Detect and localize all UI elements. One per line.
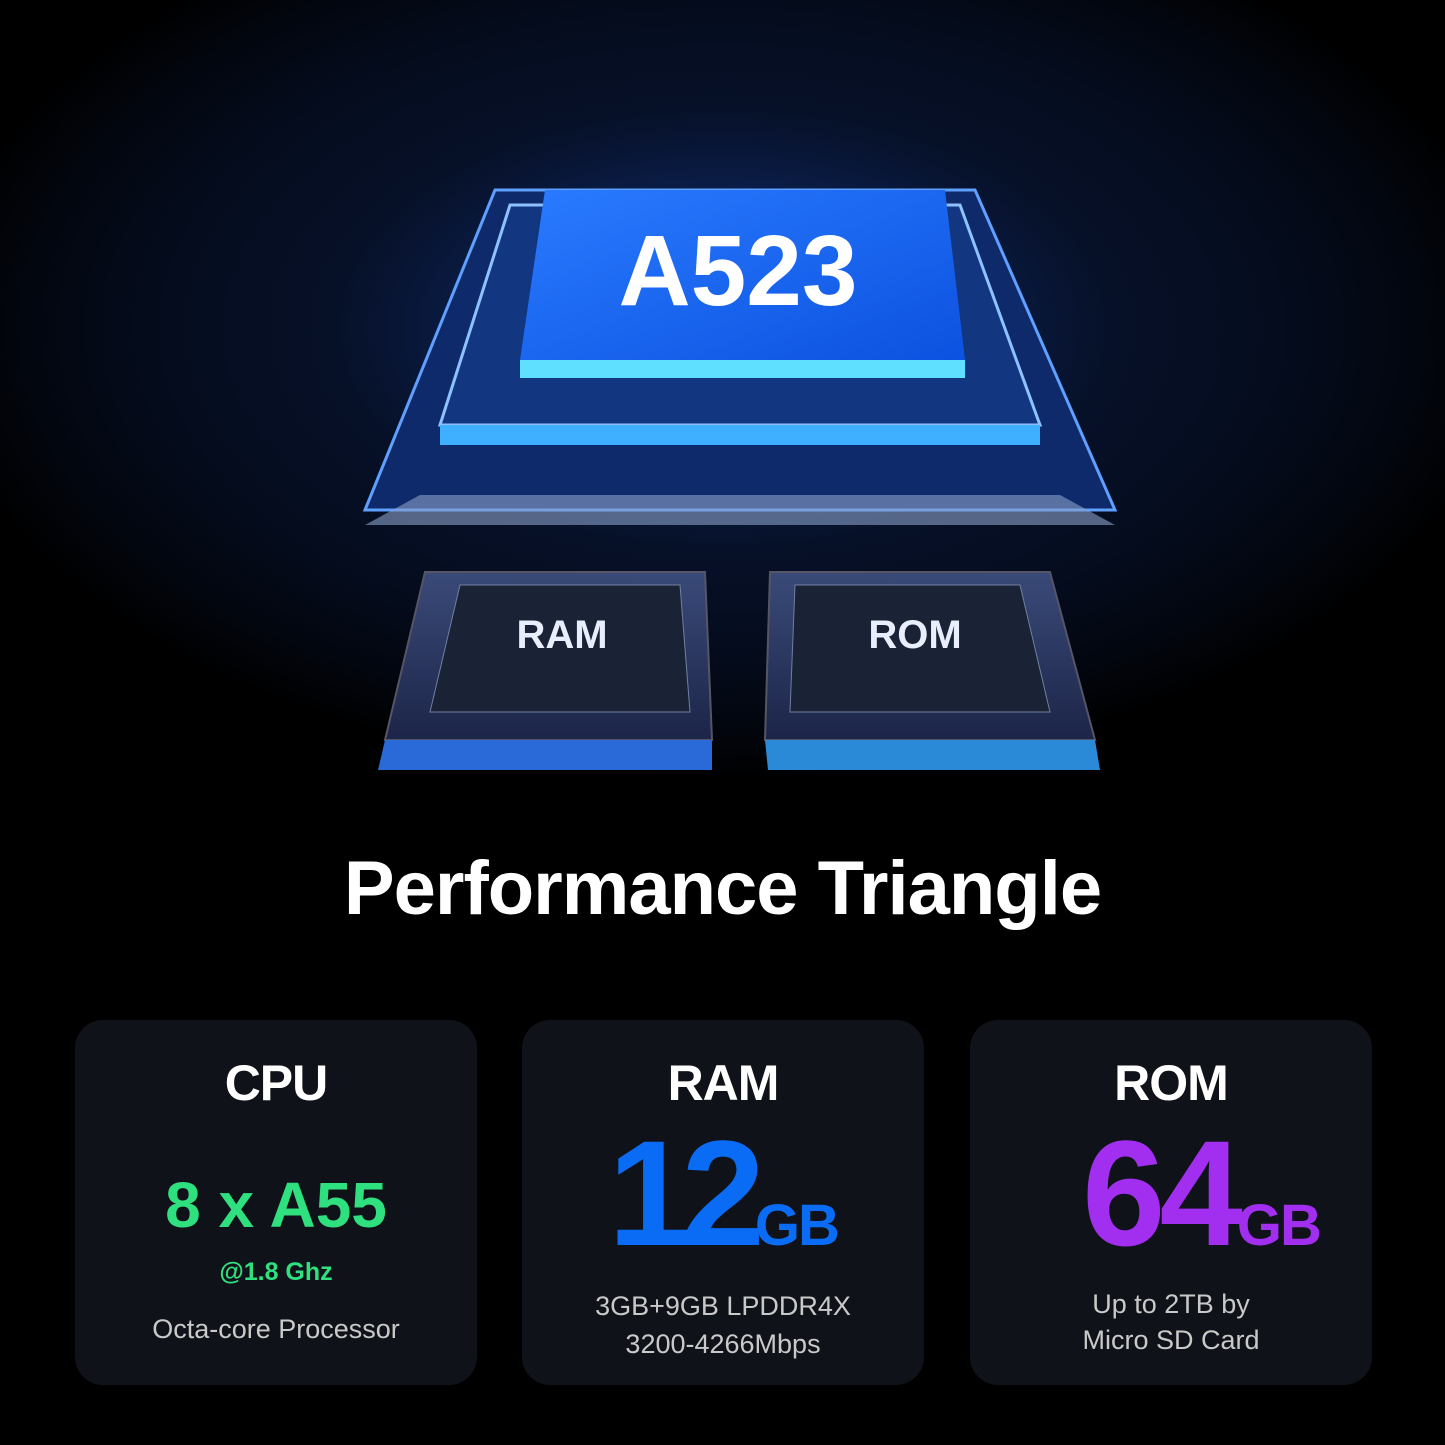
rom-chip: ROM [763,571,1100,770]
cpu-card: CPU 8 x A55 @1.8 Ghz Octa-core Processor [75,1020,477,1385]
cpu-description: Octa-core Processor [152,1314,400,1344]
cpu-clock: @1.8 Ghz [219,1258,333,1286]
svg-text:RAM: RAM [516,613,607,657]
card-heading: CPU [224,1055,329,1111]
ram-type: 3GB+9GB LPDDR4X [595,1291,851,1321]
ram-card: RAM 12GB 3GB+9GB LPDDR4X 3200-4266Mbps [522,1020,924,1385]
card-heading: ROM [1114,1055,1229,1111]
ram-speed: 3200-4266Mbps [625,1329,821,1359]
page-title: Performance Triangle [343,846,1102,931]
cpu-value: 8 x A55 [165,1169,387,1241]
card-heading: RAM [667,1055,780,1111]
ram-chip: RAM [378,571,714,770]
chip-die [520,190,965,360]
rom-card: ROM 64GB Up to 2TB by Micro SD Card [970,1020,1372,1385]
rom-expansion-card: Micro SD Card [1082,1325,1260,1355]
rom-expansion: Up to 2TB by [1092,1289,1250,1319]
svg-text:ROM: ROM [868,613,961,657]
ram-value: 12GB [608,1109,840,1277]
rom-value: 64GB [1082,1109,1322,1277]
chip-illustration: A523 RAM ROM [0,0,1445,820]
chip-label: A523 [618,215,857,327]
